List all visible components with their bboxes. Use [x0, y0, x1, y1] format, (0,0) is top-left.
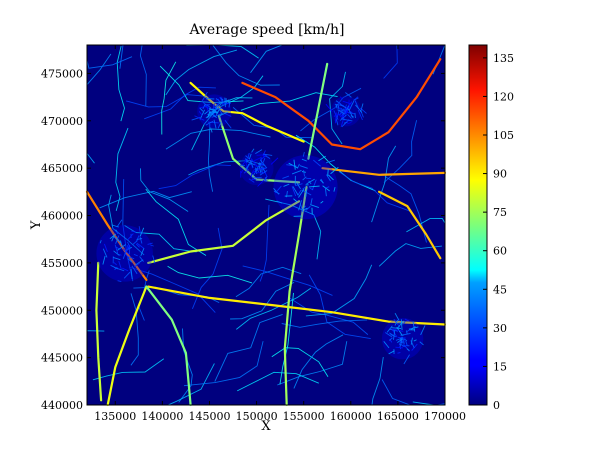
colorbar-tick-label: 45 — [493, 283, 507, 296]
road-west-south-arc — [106, 285, 148, 407]
colorbar-tick-label: 105 — [493, 129, 514, 142]
colorbar-tick-label: 0 — [493, 399, 500, 412]
colorbar-gradient — [468, 44, 488, 406]
plot-background — [87, 45, 445, 405]
y-tick-label: 445000 — [41, 352, 83, 365]
x-tick-label: 150000 — [236, 410, 278, 423]
road-motorway-north — [241, 58, 442, 151]
road-far-west — [95, 261, 103, 402]
colorbar-tick-label: 75 — [493, 206, 507, 219]
colorbar-tick-label: 135 — [493, 52, 514, 65]
heatmap-plot-area — [85, 44, 447, 407]
city-west — [96, 219, 156, 282]
road-motorway-east — [321, 167, 447, 176]
x-tick-label: 165000 — [377, 410, 419, 423]
y-tick-label: 440000 — [41, 399, 83, 412]
city-north — [191, 91, 232, 133]
x-tick-label: 160000 — [330, 410, 372, 423]
x-tick-label: 145000 — [188, 410, 230, 423]
y-tick-label: 465000 — [41, 162, 83, 175]
x-axis-label: X — [261, 419, 271, 434]
y-tick-label: 460000 — [41, 210, 83, 223]
x-tick-label: 170000 — [424, 410, 466, 423]
road-ring-south — [147, 285, 447, 326]
colorbar-tick-label: 90 — [493, 168, 507, 181]
x-tick-label: 140000 — [141, 410, 183, 423]
road-central-south — [283, 186, 308, 407]
colorbar: 0 15 30 45 60 75 90 105 120 135 — [468, 44, 514, 412]
y-tick-label: 475000 — [41, 67, 83, 80]
road-motorway-east-south — [378, 190, 442, 260]
x-axis-ticks: 135000 140000 145000 150000 155000 160000 1650… — [94, 45, 466, 423]
colorbar-tick-label: 30 — [493, 322, 507, 335]
colorbar-tick-label: 15 — [493, 360, 507, 373]
y-tick-label: 455000 — [41, 257, 83, 270]
y-axis-label: Y — [29, 220, 44, 230]
y-tick-label: 450000 — [41, 304, 83, 317]
road-sw-road — [145, 285, 192, 407]
road-mid-north — [217, 115, 301, 184]
road-north-center — [307, 62, 329, 160]
x-tick-label: 135000 — [94, 410, 136, 423]
y-tick-label: 470000 — [41, 115, 83, 128]
road-motorway-west — [85, 190, 148, 281]
plot-frame — [86, 44, 446, 406]
city-mid — [239, 148, 279, 187]
chart-title: Average speed [km/h] — [188, 22, 344, 38]
x-tick-label: 155000 — [283, 410, 325, 423]
city-center — [273, 151, 339, 220]
city-east — [381, 312, 426, 365]
y-axis-ticks: 440000 445000 450000 455000 460000 465000 4700… — [41, 67, 445, 412]
cities-layer — [96, 91, 426, 365]
road-center-west — [147, 200, 301, 264]
city-ne — [325, 92, 367, 128]
colorbar-tick-label: 120 — [493, 90, 514, 103]
colorbar-tick-label: 60 — [493, 245, 507, 258]
colorbar-ticks: 0 15 30 45 60 75 90 105 120 135 — [483, 52, 514, 412]
